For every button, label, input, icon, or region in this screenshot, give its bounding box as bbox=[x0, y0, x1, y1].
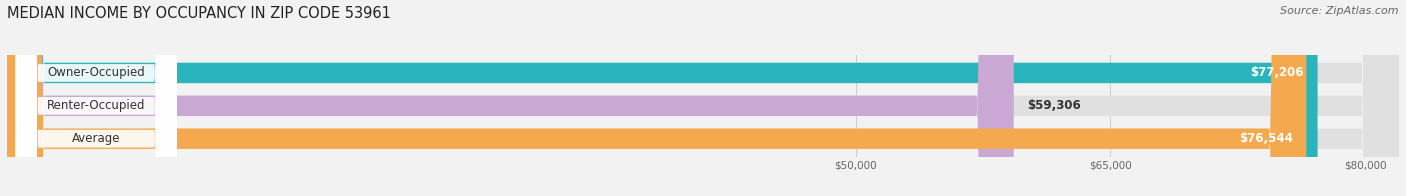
FancyBboxPatch shape bbox=[7, 0, 1306, 196]
Text: $77,206: $77,206 bbox=[1250, 66, 1303, 79]
Text: MEDIAN INCOME BY OCCUPANCY IN ZIP CODE 53961: MEDIAN INCOME BY OCCUPANCY IN ZIP CODE 5… bbox=[7, 6, 391, 21]
Text: Renter-Occupied: Renter-Occupied bbox=[46, 99, 145, 112]
Text: Source: ZipAtlas.com: Source: ZipAtlas.com bbox=[1281, 6, 1399, 16]
FancyBboxPatch shape bbox=[7, 0, 1399, 196]
FancyBboxPatch shape bbox=[15, 0, 177, 196]
Text: $76,544: $76,544 bbox=[1239, 132, 1292, 145]
FancyBboxPatch shape bbox=[7, 0, 1399, 196]
FancyBboxPatch shape bbox=[7, 0, 1399, 196]
Text: Owner-Occupied: Owner-Occupied bbox=[48, 66, 145, 79]
FancyBboxPatch shape bbox=[7, 0, 1317, 196]
FancyBboxPatch shape bbox=[15, 0, 177, 196]
Text: Average: Average bbox=[72, 132, 121, 145]
FancyBboxPatch shape bbox=[15, 0, 177, 196]
Text: $59,306: $59,306 bbox=[1028, 99, 1081, 112]
FancyBboxPatch shape bbox=[7, 0, 1014, 196]
